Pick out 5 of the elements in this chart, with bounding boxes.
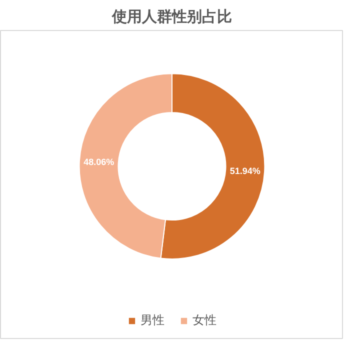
data-label: 48.06% [84, 156, 114, 167]
chart-title: 使用人群性别占比 [111, 8, 232, 26]
legend-label: 女性 [192, 312, 216, 329]
legend-label: 男性 [140, 312, 164, 329]
data-label: 51.94% [230, 166, 260, 176]
